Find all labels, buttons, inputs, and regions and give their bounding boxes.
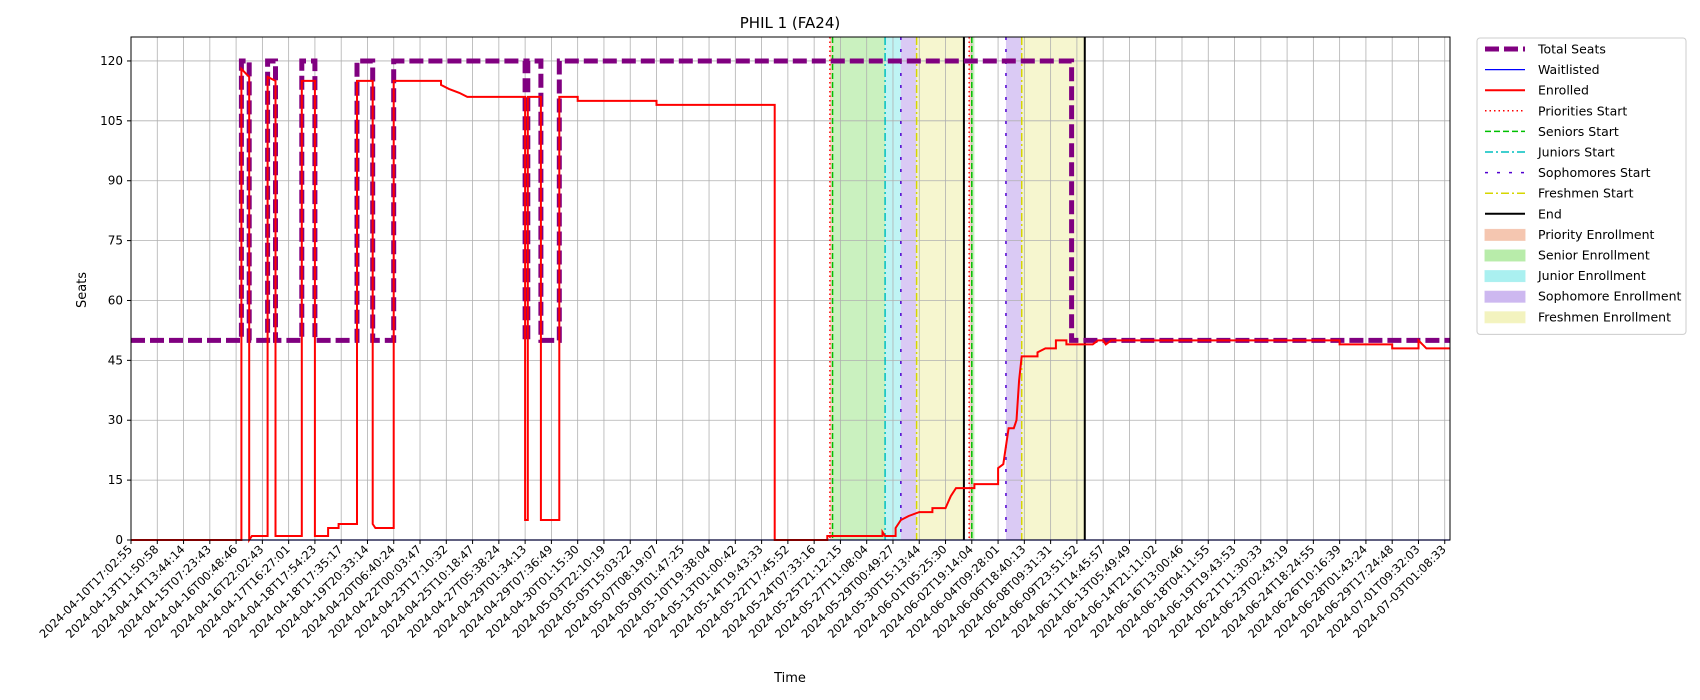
region-sophomore-enrollment — [900, 37, 917, 540]
plot-frame — [130, 36, 1451, 541]
legend-label: Enrolled — [1538, 83, 1589, 98]
y-tick-label: 120 — [100, 54, 123, 68]
legend-frame — [1476, 37, 1687, 335]
region-freshmen-enrollment — [1021, 37, 1085, 540]
y-tick-label: 30 — [108, 413, 123, 427]
region-priority-enrollment — [829, 37, 833, 540]
legend-swatch — [1484, 290, 1526, 303]
legend-label: Sophomores Start — [1538, 165, 1651, 180]
legend-label: Freshmen Enrollment — [1538, 309, 1671, 324]
region-sophomore-enrollment — [1005, 37, 1022, 540]
y-tick-label: 0 — [115, 533, 123, 547]
y-axis-label: Seats — [75, 272, 90, 308]
legend-label: Freshmen Start — [1538, 186, 1634, 201]
legend: Total Seats Waitlisted Enrolled Priorities … — [1476, 37, 1687, 335]
y-tick-label: 45 — [108, 353, 123, 367]
phase-start-lines — [829, 37, 1086, 540]
y-tick-label: 105 — [100, 114, 123, 128]
legend-swatch — [1484, 228, 1526, 241]
legend-label: Junior Enrollment — [1537, 268, 1646, 283]
legend-label: Seniors Start — [1538, 124, 1619, 139]
enrollment-regions — [829, 37, 1085, 540]
plot-background — [131, 37, 1450, 540]
legend-label: Waitlisted — [1538, 62, 1600, 77]
legend-label: End — [1538, 206, 1562, 221]
x-axis-label: Time — [773, 671, 806, 686]
region-senior-enrollment — [971, 37, 975, 540]
region-freshmen-enrollment — [916, 37, 964, 540]
chart-title: PHIL 1 (FA24) — [740, 14, 841, 32]
region-priority-enrollment — [969, 37, 972, 540]
y-tick-label: 60 — [108, 293, 123, 307]
grid-lines — [130, 37, 1450, 541]
series-total-seats — [131, 58, 1450, 343]
legend-label: Senior Enrollment — [1538, 248, 1650, 263]
legend-label: Total Seats — [1537, 42, 1606, 57]
y-tick-label: 90 — [108, 174, 123, 188]
legend-swatch — [1484, 311, 1526, 324]
legend-swatch — [1484, 270, 1526, 283]
legend-label: Juniors Start — [1537, 145, 1615, 160]
axes — [130, 36, 1451, 541]
legend-swatch — [1484, 249, 1526, 262]
y-tick-label: 75 — [108, 234, 123, 248]
legend-label: Priorities Start — [1538, 103, 1627, 118]
y-axis-ticks: 0 15 30 45 60 75 90 105 120 — [100, 54, 131, 547]
x-axis-ticks: 2024-04-10T17:02:552024-04-13T11:50:5820… — [36, 540, 1449, 641]
plot-area — [131, 37, 1450, 540]
legend-label: Priority Enrollment — [1538, 227, 1655, 242]
legend-label: Sophomore Enrollment — [1538, 289, 1682, 304]
y-tick-label: 15 — [108, 473, 123, 487]
